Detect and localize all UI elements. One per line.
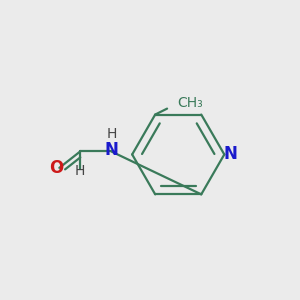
Text: CH₃: CH₃ [178,96,203,110]
Text: O: O [49,159,64,177]
Text: N: N [224,146,238,164]
Text: H: H [75,164,85,178]
Text: N: N [104,141,118,159]
Text: H: H [106,127,116,141]
